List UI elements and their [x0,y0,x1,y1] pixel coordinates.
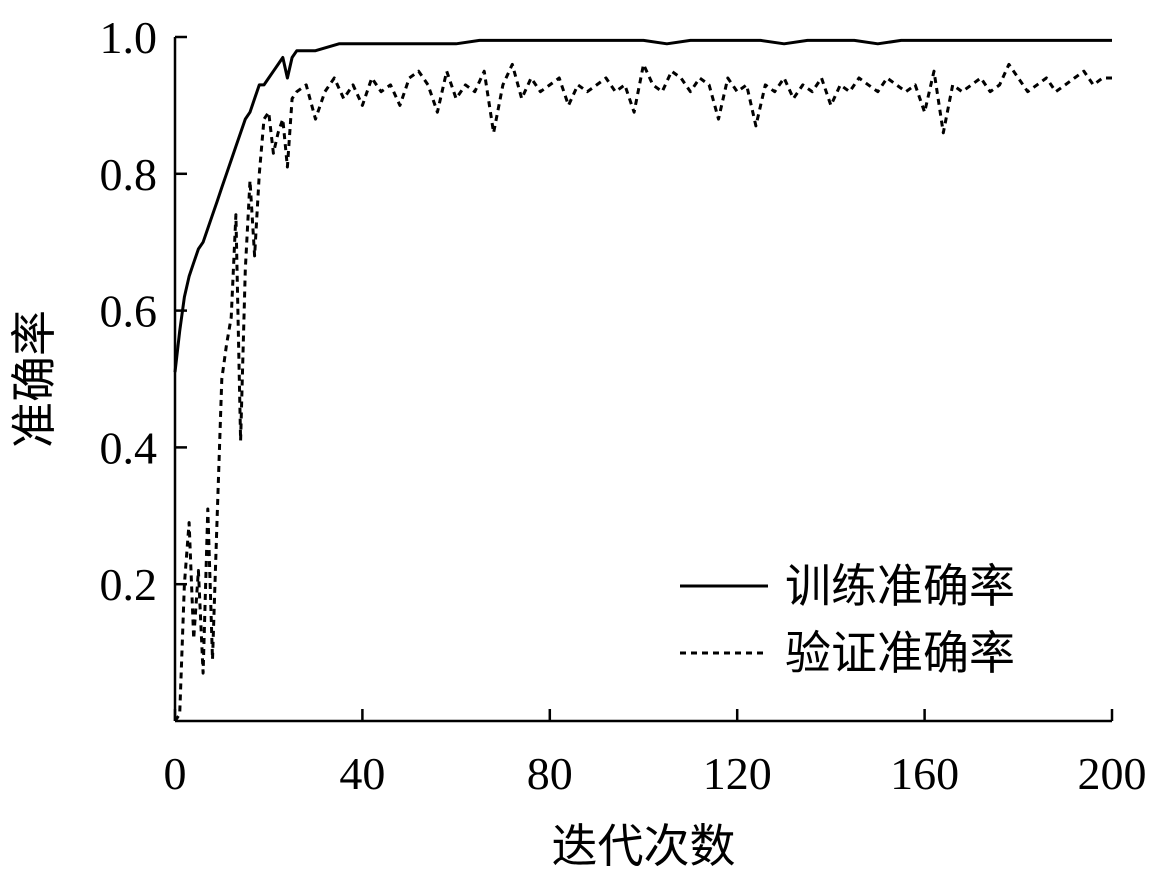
series-line-train [173,38,1112,373]
y-tick-label: 1.0 [100,12,158,63]
x-axis-title: 迭代次数 [552,821,736,872]
series-line-validation [173,62,1112,722]
axes [173,37,1112,723]
legend: 训练准确率 验证准确率 [680,561,1015,679]
x-tick-label: 120 [703,748,772,799]
series-layer [173,38,1112,722]
x-tick-label: 160 [890,748,959,799]
y-tick-label: 0.8 [100,149,158,200]
legend-label-validation: 验证准确率 [785,628,1015,679]
x-tick-label: 40 [339,748,385,799]
x-tick-label: 80 [527,748,573,799]
y-tick-label: 0.6 [100,286,158,337]
tick-labels: 0 40 80 120 160 200 0.2 0.4 0.6 0.8 1.0 [100,12,1147,799]
y-tick-label: 0.4 [100,422,158,473]
y-tick-label: 0.2 [100,559,158,610]
y-axis-title: 准确率 [9,310,60,448]
legend-label-train: 训练准确率 [785,561,1015,612]
x-tick-label: 200 [1078,748,1147,799]
tick-marks [173,35,1114,721]
x-tick-label: 0 [164,748,187,799]
